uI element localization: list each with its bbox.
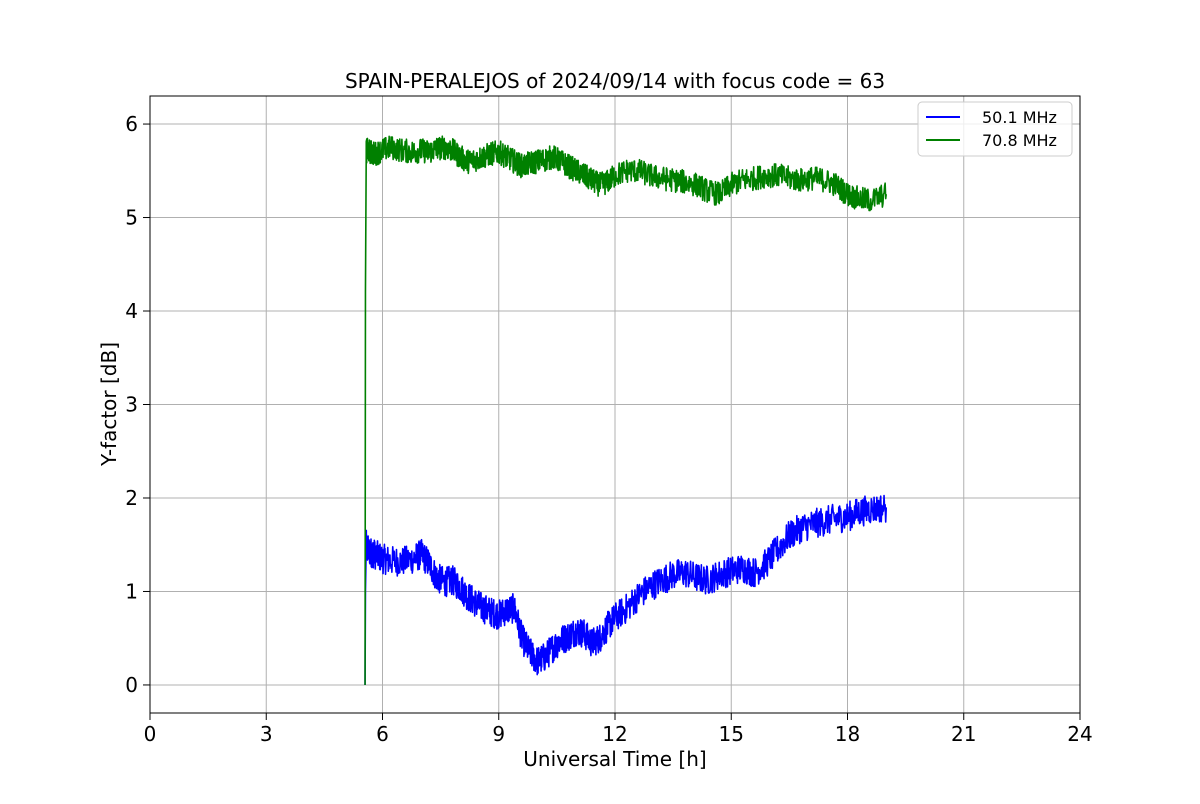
legend-label-70mhz: 70.8 MHz: [982, 131, 1057, 150]
y-tick-label: 2: [125, 486, 138, 510]
series-line-50mhz: [364, 494, 888, 685]
y-axis-ticks: 0 1 2 3 4 5 6: [125, 112, 150, 697]
x-tick-label: 3: [260, 722, 273, 746]
x-tick-label: 0: [144, 722, 157, 746]
x-axis-label: Universal Time [h]: [523, 747, 706, 771]
y-tick-label: 4: [125, 299, 138, 323]
legend: 50.1 MHz 70.8 MHz: [917, 101, 1073, 157]
x-tick-label: 9: [492, 722, 505, 746]
series-line-70mhz: [364, 135, 888, 685]
y-axis-label: Y-factor [dB]: [97, 342, 121, 467]
x-tick-label: 15: [719, 722, 744, 746]
x-tick-label: 21: [951, 722, 976, 746]
series-lines: [364, 135, 888, 685]
legend-label-50mhz: 50.1 MHz: [982, 108, 1057, 127]
y-tick-label: 5: [125, 206, 138, 230]
x-axis-ticks: 0 3 6 9 12 15 18 21 24: [144, 713, 1093, 746]
y-tick-label: 3: [125, 393, 138, 417]
y-tick-label: 6: [125, 112, 138, 136]
legend-box: [917, 101, 1073, 157]
x-tick-label: 24: [1067, 722, 1092, 746]
y-tick-label: 0: [125, 673, 138, 697]
chart-title: SPAIN-PERALEJOS of 2024/09/14 with focus…: [345, 69, 885, 93]
x-tick-label: 12: [602, 722, 627, 746]
x-tick-label: 6: [376, 722, 389, 746]
x-tick-label: 18: [835, 722, 860, 746]
y-tick-label: 1: [125, 579, 138, 603]
